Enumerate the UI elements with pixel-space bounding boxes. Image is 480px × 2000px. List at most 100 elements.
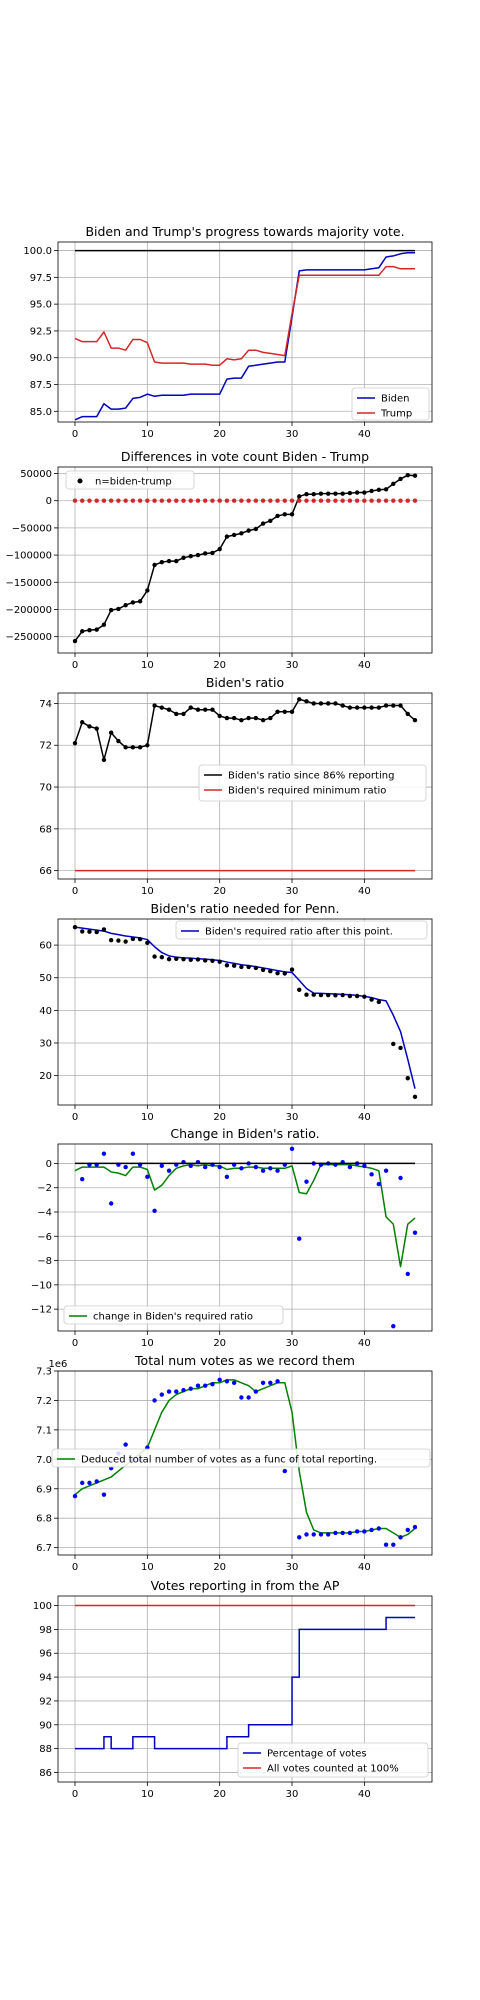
y-tick-label: −250000 bbox=[5, 632, 52, 643]
y-tick-label: 66 bbox=[39, 866, 52, 877]
series-2-point bbox=[210, 1382, 214, 1386]
y-tick-label: 7.1 bbox=[36, 1425, 52, 1436]
biden-s-ratio-since-86-reporting-point bbox=[398, 703, 402, 707]
y-tick-label: 95.0 bbox=[30, 300, 52, 311]
series-2-point bbox=[109, 499, 113, 503]
y-tick-label: 60 bbox=[39, 941, 52, 952]
series-2-point bbox=[297, 499, 301, 503]
series-2-point bbox=[73, 1494, 77, 1498]
series-2-point bbox=[174, 499, 178, 503]
n-biden-trump-point bbox=[348, 491, 352, 495]
biden-s-ratio-since-86-reporting-point bbox=[145, 743, 149, 747]
series-2-point bbox=[391, 499, 395, 503]
series-2-point bbox=[152, 1398, 156, 1402]
series-2-point bbox=[413, 1525, 417, 1529]
series-2-point bbox=[80, 1481, 84, 1485]
series-2-point bbox=[239, 965, 243, 969]
series-2-point bbox=[217, 1165, 221, 1169]
chart-title: Biden's ratio needed for Penn. bbox=[151, 901, 340, 916]
series-2-point bbox=[333, 1531, 337, 1535]
series-2-point bbox=[109, 1201, 113, 1205]
y-tick-label: 98 bbox=[39, 1625, 52, 1636]
x-tick-label: 10 bbox=[141, 1112, 154, 1123]
biden-legend-label: Biden bbox=[381, 394, 409, 405]
biden-s-ratio-since-86-reporting-point bbox=[203, 708, 207, 712]
series-2-point bbox=[268, 1166, 272, 1170]
series-2-point bbox=[152, 954, 156, 958]
series-2-point bbox=[87, 499, 91, 503]
n-biden-trump-point bbox=[160, 560, 164, 564]
n-biden-trump-point bbox=[109, 608, 113, 612]
x-tick-label: 20 bbox=[213, 429, 226, 440]
n-biden-trump-point bbox=[102, 623, 106, 627]
biden-s-ratio-since-86-reporting-point bbox=[160, 705, 164, 709]
y-tick-label: 70 bbox=[39, 783, 52, 794]
chart-title: Biden and Trump's progress towards major… bbox=[85, 224, 404, 239]
series-2-point bbox=[261, 1381, 265, 1385]
n-biden-trump-point bbox=[181, 556, 185, 560]
series-2-point bbox=[167, 1389, 171, 1393]
x-tick-label: 20 bbox=[213, 886, 226, 897]
x-tick-label: 0 bbox=[72, 1562, 78, 1573]
biden-s-ratio-since-86-reporting-point bbox=[181, 712, 185, 716]
x-tick-label: 30 bbox=[286, 660, 299, 671]
series-2-point bbox=[138, 499, 142, 503]
y-tick-label: 100 bbox=[33, 1601, 52, 1612]
biden-s-ratio-since-86-reporting-point bbox=[384, 703, 388, 707]
series-2-point bbox=[181, 1388, 185, 1392]
chart-4: Biden's ratio needed for Penn.0 10 20 30 402… bbox=[39, 901, 432, 1123]
series-2-point bbox=[297, 988, 301, 992]
biden-s-ratio-since-86-reporting-point bbox=[87, 724, 91, 728]
series-2-point bbox=[225, 963, 229, 967]
series-2-point bbox=[95, 499, 99, 503]
biden-s-ratio-since-86-reporting-legend-label: Biden's ratio since 86% reporting bbox=[228, 771, 394, 782]
series-2-point bbox=[87, 930, 91, 934]
n-biden-trump-point bbox=[196, 553, 200, 557]
y-tick-label: 30 bbox=[39, 1039, 52, 1050]
n-biden-trump-point bbox=[275, 514, 279, 518]
y-tick-label: 50 bbox=[39, 973, 52, 984]
series-2-point bbox=[254, 966, 258, 970]
x-tick-label: 10 bbox=[141, 886, 154, 897]
series-2-point bbox=[261, 968, 265, 972]
series-2-point bbox=[369, 499, 373, 503]
series-2-point bbox=[340, 1531, 344, 1535]
biden-s-ratio-since-86-reporting-point bbox=[116, 739, 120, 743]
series-2-point bbox=[369, 1528, 373, 1532]
series-2-point bbox=[304, 1532, 308, 1536]
series-2-point bbox=[80, 929, 84, 933]
y-tick-label: −4 bbox=[37, 1208, 52, 1219]
biden-s-ratio-since-86-reporting-point bbox=[174, 712, 178, 716]
n-biden-trump-point bbox=[391, 482, 395, 486]
series-2-point bbox=[123, 499, 127, 503]
biden-s-ratio-since-86-reporting-point bbox=[319, 701, 323, 705]
biden-s-ratio-since-86-reporting-point bbox=[369, 705, 373, 709]
y-tick-label: 7.2 bbox=[36, 1396, 52, 1407]
series-2-point bbox=[210, 499, 214, 503]
series-2-point bbox=[181, 499, 185, 503]
x-tick-label: 10 bbox=[141, 660, 154, 671]
biden-s-ratio-since-86-reporting-point bbox=[210, 708, 214, 712]
series-2-point bbox=[406, 1272, 410, 1276]
series-2-point bbox=[254, 1165, 258, 1169]
n-biden-trump-point bbox=[131, 600, 135, 604]
deduced-total-number-of-votes-as-a-func-of-total-reporting-legend-label: Deduced total number of votes as a func … bbox=[81, 1455, 377, 1466]
legend: n=biden-trump bbox=[66, 471, 194, 489]
series-2-point bbox=[304, 993, 308, 997]
series-2-point bbox=[203, 1165, 207, 1169]
y-tick-label: 100.0 bbox=[23, 246, 52, 257]
biden-s-ratio-since-86-reporting-point bbox=[304, 699, 308, 703]
series-2-point bbox=[391, 1324, 395, 1328]
x-tick-label: 0 bbox=[72, 1338, 78, 1349]
n-biden-trump-point bbox=[326, 491, 330, 495]
y-tick-label: 68 bbox=[39, 824, 52, 835]
series-2-point bbox=[283, 1469, 287, 1473]
series-2-point bbox=[167, 499, 171, 503]
chart-6: Total num votes as we record them0 10 20 30… bbox=[36, 1353, 432, 1573]
y-tick-label: −50000 bbox=[12, 523, 52, 534]
chart-title: Total num votes as we record them bbox=[134, 1353, 355, 1368]
legend: Deduced total number of votes as a func … bbox=[52, 1449, 430, 1467]
x-tick-label: 40 bbox=[358, 886, 371, 897]
series-2-point bbox=[348, 1531, 352, 1535]
biden-s-ratio-since-86-reporting-point bbox=[326, 701, 330, 705]
